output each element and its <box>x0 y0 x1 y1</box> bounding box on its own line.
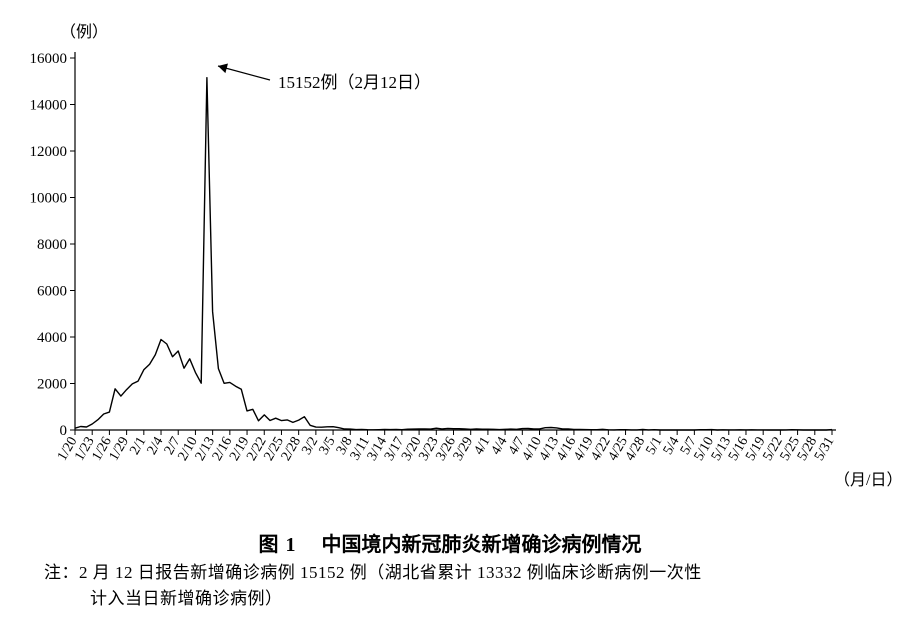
svg-text:16000: 16000 <box>30 51 68 67</box>
figure-note-line2: 计入当日新增确诊病例） <box>90 586 283 612</box>
figure-container: （例） 020004000600080001000012000140001600… <box>0 0 900 631</box>
svg-text:10000: 10000 <box>30 191 68 207</box>
svg-text:4000: 4000 <box>37 330 67 346</box>
caption-title: 中国境内新冠肺炎新增确诊病例情况 <box>322 534 642 556</box>
note-text-1: 2 月 12 日报告新增确诊病例 15152 例（湖北省累计 13332 例临床… <box>79 563 702 582</box>
figure-note-line1: 注：2 月 12 日报告新增确诊病例 15152 例（湖北省累计 13332 例… <box>44 560 702 586</box>
caption-number: 图 1 <box>259 534 297 556</box>
svg-text:14000: 14000 <box>30 98 68 114</box>
svg-text:6000: 6000 <box>37 284 67 300</box>
figure-caption: 图 1 中国境内新冠肺炎新增确诊病例情况 <box>0 528 900 557</box>
note-text-2: 计入当日新增确诊病例） <box>90 589 283 608</box>
svg-text:8000: 8000 <box>37 237 67 253</box>
svg-text:12000: 12000 <box>30 144 68 160</box>
peak-annotation: 15152例（2月12日） <box>278 68 431 93</box>
note-prefix: 注： <box>44 563 79 582</box>
svg-text:5/31: 5/31 <box>812 435 837 464</box>
line-chart: 0200040006000800010000120001400016000 1/… <box>0 0 900 500</box>
x-axis-unit-label: （月/日） <box>834 466 900 490</box>
svg-text:2000: 2000 <box>37 377 67 393</box>
